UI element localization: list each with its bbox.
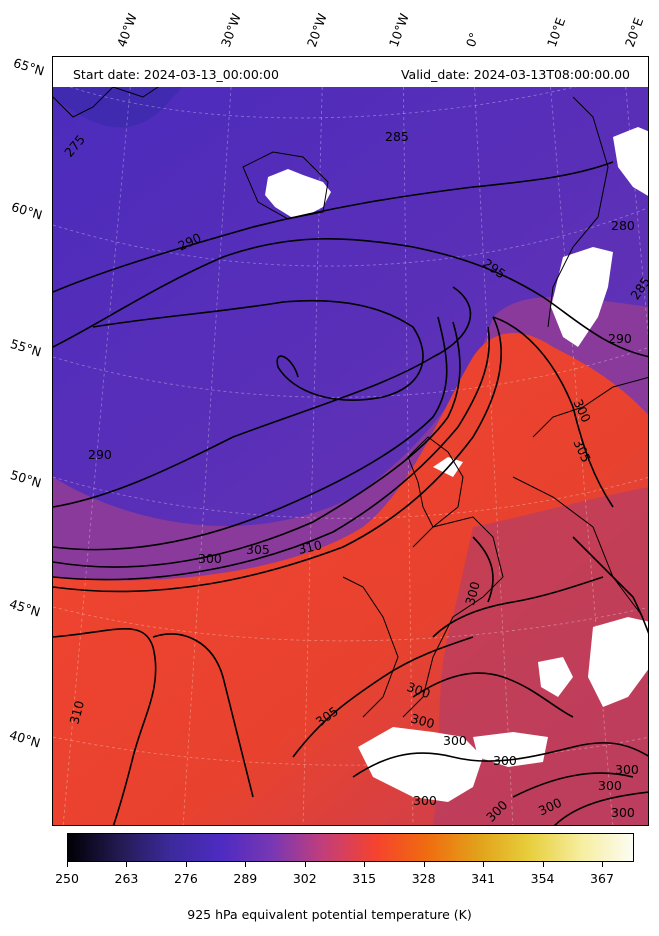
colorbar-tick-label: 263 <box>114 871 139 886</box>
colorbar-title: 925 hPa equivalent potential temperature… <box>187 907 472 922</box>
colorbar-tick <box>423 862 425 867</box>
contour-label: 300 <box>413 793 437 808</box>
colorbar-tick-label: 354 <box>530 871 555 886</box>
colorbar-tick-label: 289 <box>233 871 258 886</box>
map-canvas: 275 285 290 295 280 285 290 290 300 305 … <box>53 57 648 825</box>
contour-labels: 275 285 290 295 280 285 290 290 300 305 … <box>61 129 648 825</box>
colorbar-tick <box>185 862 187 867</box>
colorbar-tick <box>67 862 68 867</box>
lat-label-50n: 50°N <box>8 467 44 491</box>
contour-label: 300 <box>462 580 483 607</box>
contour-label: 300 <box>598 778 622 793</box>
lon-label-10w: 10°W <box>385 11 412 49</box>
valid-date-label: Valid_date: 2024-03-13T08:00:00.00 <box>400 67 630 82</box>
colorbar-tick-label: 367 <box>590 871 614 886</box>
colorbar-tick-label: 250 <box>55 871 79 886</box>
colorbar-tick-label: 276 <box>173 871 198 886</box>
contour-label: 300 <box>611 805 635 820</box>
colorbar-tick <box>542 862 544 867</box>
lon-label-20e: 20°E <box>621 15 647 49</box>
colorbar-tick-label: 328 <box>411 871 436 886</box>
lon-label-0: 0° <box>462 30 482 49</box>
lon-label-20w: 20°W <box>303 11 330 49</box>
contour-label: 300 <box>409 711 436 732</box>
lat-label-45n: 45°N <box>7 596 43 620</box>
colorbar-tick <box>126 862 128 867</box>
colorbar <box>67 833 634 862</box>
lon-label-30w: 30°W <box>217 11 244 49</box>
contour-label: 300 <box>198 551 222 566</box>
lon-label-10e: 10°E <box>543 15 569 49</box>
lon-label-40w: 40°W <box>113 11 140 49</box>
contour-label: 290 <box>608 331 632 346</box>
start-date-label: Start date: 2024-03-13_00:00:00 <box>73 67 279 82</box>
map-panel: 275 285 290 295 280 285 290 290 300 305 … <box>52 56 649 826</box>
contour-label: 300 <box>615 762 639 777</box>
colorbar-tick-label: 302 <box>292 871 317 886</box>
colorbar-tick <box>245 862 247 867</box>
contour-label: 310 <box>66 699 87 726</box>
contour-label: 305 <box>246 542 270 557</box>
lat-label-65n: 65°N <box>11 55 47 79</box>
colorbar-tick-label: 315 <box>352 871 377 886</box>
colorbar-tick <box>483 862 485 867</box>
colorbar-tick-label: 341 <box>471 871 496 886</box>
contour-label: 300 <box>443 733 467 748</box>
header-band <box>53 57 648 87</box>
lat-label-55n: 55°N <box>8 336 44 360</box>
contour-label: 300 <box>493 753 517 768</box>
colorbar-tick <box>304 862 306 867</box>
lat-label-60n: 60°N <box>9 199 45 223</box>
contour-lines <box>53 161 648 825</box>
contour-label: 285 <box>385 129 409 144</box>
colorbar-tick <box>364 862 366 867</box>
colorbar-tick <box>601 862 603 867</box>
missing-data-patches <box>265 127 648 802</box>
lat-label-40n: 40°N <box>7 727 43 751</box>
contour-label: 290 <box>88 447 112 462</box>
contour-label: 310 <box>297 537 324 557</box>
contour-label: 280 <box>611 218 635 233</box>
